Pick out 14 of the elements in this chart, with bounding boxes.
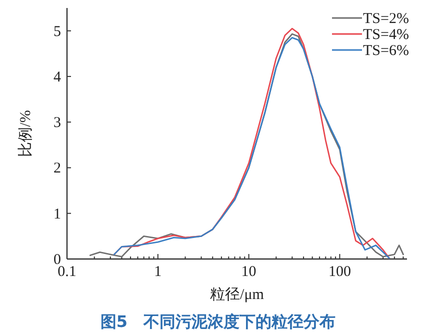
y-tick-label: 2 xyxy=(54,160,61,177)
legend-label: TS=2% xyxy=(363,11,409,27)
y-tick-label: 3 xyxy=(54,115,61,132)
legend-label: TS=4% xyxy=(363,27,409,43)
x-tick-label: 10 xyxy=(241,264,256,280)
x-axis-title: 粒径/μm xyxy=(210,287,264,303)
x-tick-label: 100 xyxy=(328,264,351,280)
legend-label: TS=6% xyxy=(363,43,409,59)
x-tick-label: 1 xyxy=(154,264,162,280)
y-tick-label: 4 xyxy=(54,69,62,86)
text: 图5 不同污泥浓度下的粒径分布 xyxy=(100,312,336,331)
y-axis-title: 比例/% xyxy=(17,110,34,157)
y-tick-label: 1 xyxy=(54,206,61,222)
y-tick-label: 5 xyxy=(54,24,61,40)
